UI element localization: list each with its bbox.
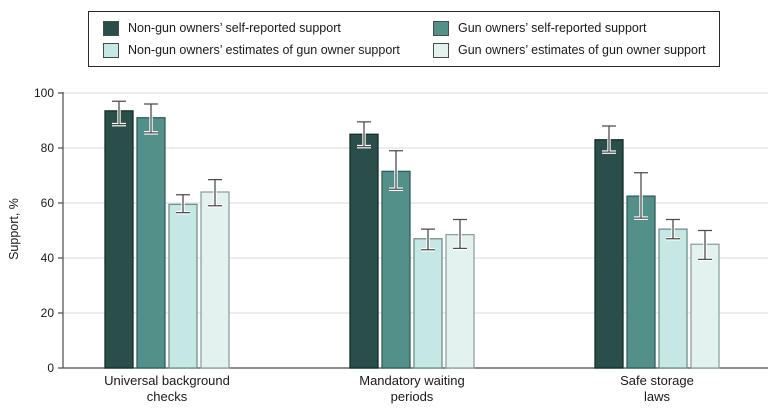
- legend-swatch: [433, 42, 449, 58]
- legend-label: Gun owners’ estimates of gun owner suppo…: [458, 42, 706, 57]
- category-label: Mandatory waiting: [359, 373, 465, 388]
- legend-swatch: [433, 20, 449, 36]
- bar: [413, 238, 443, 369]
- legend-label: Non-gun owners’ self-reported support: [128, 20, 341, 35]
- error-bar: [389, 150, 403, 190]
- category-label: periods: [391, 389, 434, 404]
- legend-swatch: [103, 20, 119, 36]
- error-bar: [421, 228, 435, 251]
- error-bar: [357, 121, 371, 148]
- legend-item: Non-gun owners’ estimates of gun owner s…: [103, 42, 433, 58]
- bar: [690, 243, 720, 369]
- y-tick-label: 100: [34, 86, 54, 100]
- y-tick-label: 0: [47, 361, 54, 375]
- category-label: laws: [644, 389, 671, 404]
- legend-label: Non-gun owners’ estimates of gun owner s…: [128, 42, 400, 57]
- legend-label: Gun owners’ self-reported support: [458, 20, 647, 35]
- error-bar: [634, 172, 648, 219]
- bar: [594, 139, 624, 369]
- bar: [658, 228, 688, 369]
- bar: [381, 170, 411, 369]
- error-bar: [698, 229, 712, 261]
- error-bar: [602, 125, 616, 153]
- error-bar: [453, 218, 467, 250]
- category-label: Safe storage: [620, 373, 694, 388]
- error-bar: [112, 100, 126, 126]
- error-bar: [208, 178, 222, 207]
- category-label: checks: [147, 389, 188, 404]
- y-tick-label: 80: [41, 141, 55, 155]
- legend-item: Non-gun owners’ self-reported support: [103, 20, 433, 36]
- bar: [136, 117, 166, 369]
- legend: Non-gun owners’ self-reported support Gun…: [88, 11, 720, 67]
- bar: [200, 191, 230, 369]
- bar: [445, 233, 475, 369]
- legend-item: Gun owners’ self-reported support: [433, 20, 719, 36]
- bar: [168, 203, 198, 369]
- bar: [626, 195, 656, 369]
- y-tick-label: 60: [41, 196, 55, 210]
- category-label: Universal background: [104, 373, 230, 388]
- bar: [104, 110, 134, 369]
- y-tick-label: 40: [41, 251, 55, 265]
- y-tick-label: 20: [41, 306, 55, 320]
- legend-item: Gun owners’ estimates of gun owner suppo…: [433, 42, 719, 58]
- legend-swatch: [103, 42, 119, 58]
- bar: [349, 133, 379, 369]
- error-bar: [666, 218, 680, 240]
- error-bar: [144, 103, 158, 134]
- error-bar: [176, 194, 190, 214]
